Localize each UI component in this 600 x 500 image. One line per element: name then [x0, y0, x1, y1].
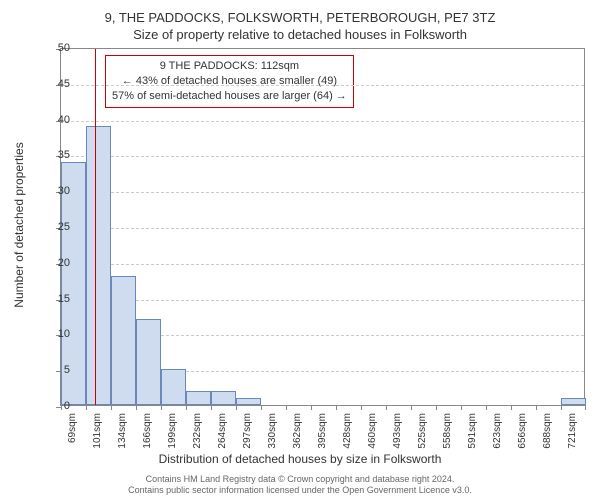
- x-tick-mark: [585, 405, 586, 410]
- x-tick-label: 460sqm: [367, 413, 378, 457]
- x-tick-mark: [361, 405, 362, 410]
- property-marker-line: [95, 49, 96, 405]
- y-tick-label: 15: [40, 293, 70, 305]
- chart-plot-area: 9 THE PADDOCKS: 112sqm ← 43% of detached…: [60, 48, 585, 406]
- histogram-bar: [236, 398, 261, 405]
- footer-attribution: Contains HM Land Registry data © Crown c…: [0, 474, 600, 497]
- x-tick-label: 166sqm: [142, 413, 153, 457]
- y-tick-label: 50: [40, 42, 70, 54]
- y-tick-label: 20: [40, 257, 70, 269]
- x-tick-label: 330sqm: [267, 413, 278, 457]
- y-tick-label: 25: [40, 221, 70, 233]
- y-tick-label: 10: [40, 328, 70, 340]
- x-tick-mark: [211, 405, 212, 410]
- histogram-bar: [161, 369, 186, 405]
- y-tick-label: 0: [40, 400, 70, 412]
- x-tick-label: 558sqm: [442, 413, 453, 457]
- callout-line1: 9 THE PADDOCKS: 112sqm: [112, 59, 347, 74]
- histogram-bar: [186, 391, 211, 405]
- gridline: [61, 264, 584, 265]
- y-axis-label: Number of detached properties: [12, 142, 26, 307]
- x-tick-mark: [336, 405, 337, 410]
- x-tick-mark: [561, 405, 562, 410]
- x-tick-label: 297sqm: [242, 413, 253, 457]
- x-tick-mark: [161, 405, 162, 410]
- gridline: [61, 156, 584, 157]
- x-tick-label: 232sqm: [192, 413, 203, 457]
- x-tick-label: 721sqm: [567, 413, 578, 457]
- x-tick-label: 688sqm: [542, 413, 553, 457]
- x-tick-label: 264sqm: [217, 413, 228, 457]
- x-tick-label: 395sqm: [317, 413, 328, 457]
- callout-line2: ← 43% of detached houses are smaller (49…: [112, 74, 347, 89]
- x-tick-mark: [536, 405, 537, 410]
- x-tick-label: 362sqm: [292, 413, 303, 457]
- gridline: [61, 192, 584, 193]
- x-tick-mark: [186, 405, 187, 410]
- histogram-bar: [136, 319, 161, 405]
- x-tick-mark: [461, 405, 462, 410]
- histogram-bar: [111, 276, 136, 405]
- gridline: [61, 121, 584, 122]
- chart-title-address: 9, THE PADDOCKS, FOLKSWORTH, PETERBOROUG…: [0, 0, 600, 25]
- property-callout: 9 THE PADDOCKS: 112sqm ← 43% of detached…: [105, 55, 354, 108]
- gridline: [61, 300, 584, 301]
- x-tick-mark: [386, 405, 387, 410]
- x-tick-mark: [261, 405, 262, 410]
- x-tick-label: 623sqm: [492, 413, 503, 457]
- x-tick-label: 525sqm: [417, 413, 428, 457]
- x-tick-label: 199sqm: [167, 413, 178, 457]
- x-tick-mark: [411, 405, 412, 410]
- x-tick-label: 101sqm: [92, 413, 103, 457]
- x-tick-mark: [286, 405, 287, 410]
- x-tick-mark: [111, 405, 112, 410]
- gridline: [61, 85, 584, 86]
- x-tick-label: 428sqm: [342, 413, 353, 457]
- gridline: [61, 228, 584, 229]
- footer-line2: Contains public sector information licen…: [0, 485, 600, 496]
- x-tick-label: 493sqm: [392, 413, 403, 457]
- callout-line3: 57% of semi-detached houses are larger (…: [112, 89, 347, 104]
- x-tick-mark: [511, 405, 512, 410]
- x-tick-mark: [486, 405, 487, 410]
- footer-line1: Contains HM Land Registry data © Crown c…: [0, 474, 600, 485]
- y-tick-label: 30: [40, 185, 70, 197]
- histogram-bar: [561, 398, 586, 405]
- x-tick-label: 134sqm: [117, 413, 128, 457]
- histogram-bar: [86, 126, 111, 405]
- x-tick-mark: [311, 405, 312, 410]
- y-tick-label: 35: [40, 149, 70, 161]
- x-tick-mark: [236, 405, 237, 410]
- x-tick-mark: [86, 405, 87, 410]
- y-tick-label: 45: [40, 78, 70, 90]
- x-tick-mark: [436, 405, 437, 410]
- x-tick-mark: [136, 405, 137, 410]
- y-tick-label: 40: [40, 114, 70, 126]
- x-tick-label: 656sqm: [517, 413, 528, 457]
- chart-title-subtitle: Size of property relative to detached ho…: [0, 25, 600, 42]
- histogram-bar: [211, 391, 236, 405]
- y-tick-label: 5: [40, 364, 70, 376]
- x-tick-label: 69sqm: [67, 413, 78, 457]
- x-axis-label: Distribution of detached houses by size …: [0, 452, 600, 466]
- x-tick-label: 591sqm: [467, 413, 478, 457]
